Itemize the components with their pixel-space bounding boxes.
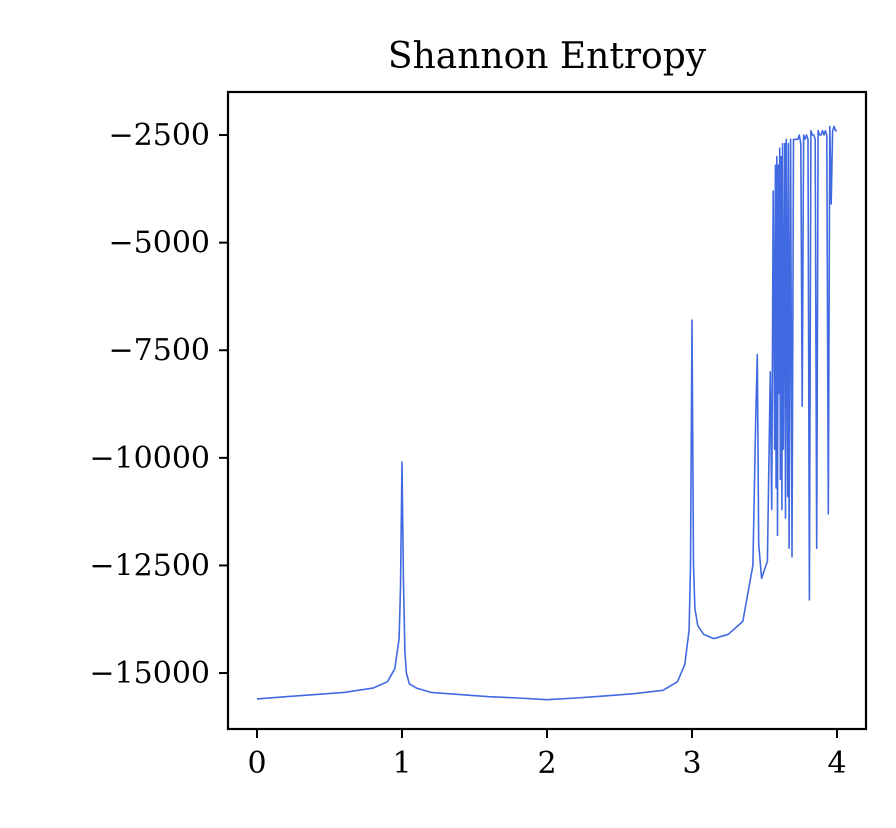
x-tick-label: 0 — [247, 746, 266, 781]
x-tick-label: 1 — [392, 746, 411, 781]
y-tick-label: −10000 — [89, 441, 210, 476]
chart-title: Shannon Entropy — [388, 36, 707, 77]
x-tick-label: 3 — [682, 746, 701, 781]
y-tick-label: −12500 — [89, 548, 210, 583]
x-tick-label: 2 — [537, 746, 556, 781]
y-tick-label: −5000 — [109, 226, 210, 261]
axes-layer: 0 1 2 3 4 −2500 −5000 −7500 −10000 −12500 −15000 — [89, 118, 846, 781]
series-line — [256, 125, 837, 701]
y-tick-label: −7500 — [109, 333, 210, 368]
plot-line-layer — [256, 125, 837, 701]
y-tick-label: −2500 — [109, 118, 210, 153]
x-tick-label: 4 — [827, 746, 846, 781]
y-tick-label: −15000 — [89, 656, 210, 691]
